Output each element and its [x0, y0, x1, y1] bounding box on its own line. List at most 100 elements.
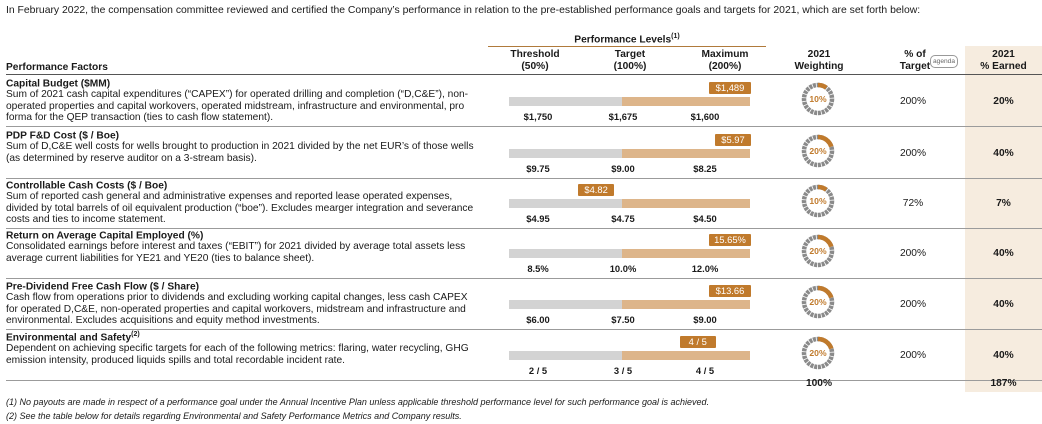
row-title: Capital Budget ($MM)	[6, 77, 110, 89]
row-title-text: Controllable Cash Costs ($ / Boe)	[6, 180, 168, 192]
footnote-ref: (2)	[131, 331, 140, 338]
threshold-bar	[509, 351, 622, 360]
row-title-text: Capital Budget ($MM)	[6, 78, 111, 90]
earned-label: % Earned	[980, 61, 1027, 72]
row-title: Controllable Cash Costs ($ / Boe)	[6, 179, 167, 191]
threshold-bar	[509, 249, 622, 258]
weighting-value: 20%	[809, 246, 827, 256]
threshold-bar	[509, 300, 622, 309]
row-description: Sum of 2021 cash capital expenditures (“…	[6, 89, 469, 124]
row-divider	[6, 329, 1042, 330]
pct-of-target-value: 200%	[899, 350, 927, 361]
weighting-ring: 20%	[801, 285, 835, 319]
pct-earned-value: 40%	[993, 248, 1014, 259]
target-value: $9.00	[611, 163, 635, 174]
actual-result-marker: $5.97	[715, 134, 751, 146]
threshold-bar	[509, 149, 622, 158]
threshold-header: Threshold (50%)	[500, 49, 570, 73]
row-title-text: Environmental and Safety	[6, 332, 132, 344]
row-description: Sum of D,C&E well costs for wells brough…	[6, 141, 474, 164]
pct-of-target-value: 72%	[902, 198, 924, 209]
threshold-label: Threshold	[510, 49, 560, 60]
agenda-tooltip[interactable]: agenda	[930, 55, 958, 68]
weighting-value: 10%	[809, 94, 827, 104]
weighting-ring-arc	[801, 184, 835, 218]
earned-year: 2021	[992, 49, 1015, 60]
target-value: $4.75	[611, 213, 635, 224]
target-bar	[622, 249, 750, 258]
row-title-text: Return on Average Capital Employed (%)	[6, 230, 204, 242]
target-pct: (100%)	[613, 61, 647, 72]
threshold-value: $1,750	[523, 111, 553, 122]
threshold-value: $4.95	[526, 213, 550, 224]
row-title-text: Pre-Dividend Free Cash Flow ($ / Share)	[6, 281, 200, 293]
maximum-value: $1,600	[690, 111, 720, 122]
pct-earned-value: 40%	[993, 350, 1014, 361]
target-bar	[622, 149, 750, 158]
performance-levels-label: Performance Levels	[574, 34, 672, 46]
actual-result-marker: 15.65%	[709, 234, 751, 246]
row-title: Environmental and Safety(2)	[6, 331, 140, 343]
threshold-value: 2 / 5	[528, 365, 548, 376]
weighting-ring-arc	[801, 285, 835, 319]
pct-of-target-value: 200%	[899, 148, 927, 159]
pct-of-target-value: 200%	[899, 299, 927, 310]
intro-text: In February 2022, the compensation commi…	[6, 5, 921, 16]
weighting-value: 20%	[809, 348, 827, 358]
performance-levels-header: Performance Levels(1)	[488, 33, 766, 45]
pct-earned-value: 20%	[993, 96, 1014, 107]
target-header: Target (100%)	[595, 49, 665, 73]
weighting-value: 20%	[809, 146, 827, 156]
target-bar	[622, 97, 750, 106]
pct-of-target-value: 200%	[899, 96, 927, 107]
row-divider	[6, 178, 1042, 179]
footnote-ref-1: (1)	[671, 33, 680, 40]
target-bar	[622, 300, 750, 309]
pct-earned-value: 40%	[993, 299, 1014, 310]
maximum-header: Maximum (200%)	[690, 49, 760, 73]
total-weighting: 100%	[805, 378, 833, 389]
maximum-label: Maximum	[701, 49, 749, 60]
row-divider	[6, 278, 1042, 279]
actual-result-marker: $4.82	[578, 184, 615, 196]
weighting-ring-arc	[801, 234, 835, 268]
footnote-2: (2) See the table below for details rega…	[6, 411, 462, 421]
weighting-ring: 20%	[801, 336, 835, 370]
threshold-value: $6.00	[526, 314, 550, 325]
row-description: Cash flow from operations prior to divid…	[6, 292, 468, 327]
maximum-pct: (200%)	[708, 61, 742, 72]
weighting-value: 20%	[809, 297, 827, 307]
footnote-1: (1) No payouts are made in respect of a …	[6, 397, 710, 407]
row-title: PDP F&D Cost ($ / Boe)	[6, 129, 119, 141]
row-description: Dependent on achieving specific targets …	[6, 343, 469, 366]
weighting-value: 10%	[809, 196, 827, 206]
earned-header: 2021 % Earned	[965, 49, 1042, 73]
row-description: Consolidated earnings before interest an…	[6, 241, 466, 264]
row-description: Sum of reported cash general and adminis…	[6, 191, 474, 226]
target-value: 3 / 5	[613, 365, 633, 376]
target-bar	[622, 199, 750, 208]
threshold-pct: (50%)	[521, 61, 549, 72]
weighting-ring-arc	[801, 336, 835, 370]
weighting-ring: 10%	[801, 184, 835, 218]
pct-target-label: Target	[899, 61, 931, 72]
weighting-ring-arc	[801, 134, 835, 168]
weighting-ring: 20%	[801, 234, 835, 268]
maximum-value: $9.00	[693, 314, 717, 325]
row-divider	[6, 380, 1042, 381]
threshold-value: $9.75	[526, 163, 550, 174]
pct-of-label: % of	[904, 49, 926, 60]
pct-earned-value: 40%	[993, 148, 1014, 159]
weighting-ring-arc	[801, 82, 835, 116]
row-divider	[6, 126, 1042, 127]
maximum-value: 12.0%	[691, 263, 719, 274]
row-title-text: PDP F&D Cost ($ / Boe)	[6, 130, 120, 142]
actual-result-marker: 4 / 5	[679, 336, 716, 348]
weighting-ring: 10%	[801, 82, 835, 116]
pct-of-target-value: 200%	[899, 248, 927, 259]
performance-levels-rule	[488, 46, 766, 47]
maximum-value: $4.50	[693, 213, 717, 224]
total-earned: 187%	[990, 378, 1017, 389]
actual-result-marker: $1,489	[709, 82, 751, 94]
header-rule	[6, 74, 1042, 75]
